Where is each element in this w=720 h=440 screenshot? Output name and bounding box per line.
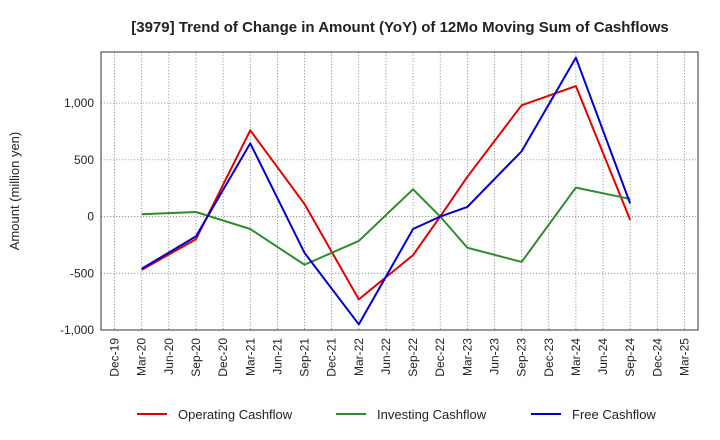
x-tick-label: Sep-20 xyxy=(189,338,203,377)
chart-title: [3979] Trend of Change in Amount (YoY) o… xyxy=(131,19,669,36)
x-tick-label: Jun-24 xyxy=(596,338,610,375)
x-tick-label: Mar-22 xyxy=(352,338,366,376)
y-tick-label: 500 xyxy=(74,153,94,167)
x-tick-label: Mar-20 xyxy=(135,338,149,376)
x-tick-label: Dec-22 xyxy=(433,338,447,377)
legend-label-investing-cashflow: Investing Cashflow xyxy=(377,407,487,422)
y-tick-labels: -1,000 -500 0 500 1,000 xyxy=(60,96,94,337)
legend: Operating Cashflow Investing Cashflow Free… xyxy=(137,407,656,422)
x-tick-label: Sep-22 xyxy=(406,338,420,377)
x-tick-label: Jun-23 xyxy=(487,338,501,375)
y-tick-label: 0 xyxy=(87,210,94,224)
grid-layer xyxy=(101,52,698,331)
x-tick-label: Dec-23 xyxy=(542,338,556,377)
x-tick-label: Sep-23 xyxy=(515,338,529,377)
y-tick-label: 1,000 xyxy=(64,96,94,110)
x-tick-label: Jun-20 xyxy=(162,338,176,375)
x-tick-label: Mar-24 xyxy=(569,338,583,376)
x-tick-label: Dec-21 xyxy=(325,338,339,377)
y-tick-label: -1,000 xyxy=(60,323,94,337)
x-tick-label: Dec-19 xyxy=(108,338,122,377)
series-line-operating-cashflow xyxy=(141,85,632,301)
x-tick-label: Jun-22 xyxy=(379,338,393,375)
x-tick-label: Sep-24 xyxy=(623,338,637,377)
series-line-investing-cashflow xyxy=(141,186,631,266)
y-tick-label: -500 xyxy=(70,266,94,280)
plot-area-border xyxy=(100,51,699,331)
x-tick-label: Dec-20 xyxy=(216,338,230,377)
x-tick-label: Sep-21 xyxy=(298,338,312,377)
series-layer xyxy=(141,56,632,326)
x-tick-label: Mar-21 xyxy=(243,338,257,376)
x-tick-label: Mar-23 xyxy=(460,338,474,376)
legend-label-operating-cashflow: Operating Cashflow xyxy=(178,407,293,422)
x-tick-label: Dec-24 xyxy=(650,338,664,377)
x-tick-labels: Dec-19 Mar-20 Jun-20 Sep-20 Dec-20 Mar-21 Jun-… xyxy=(108,338,692,377)
x-tick-label: Jun-21 xyxy=(270,338,284,375)
y-axis-label: Amount (million yen) xyxy=(7,132,22,251)
x-tick-label: Mar-25 xyxy=(677,338,691,376)
series-line-free-cashflow xyxy=(141,56,632,326)
legend-label-free-cashflow: Free Cashflow xyxy=(572,407,656,422)
